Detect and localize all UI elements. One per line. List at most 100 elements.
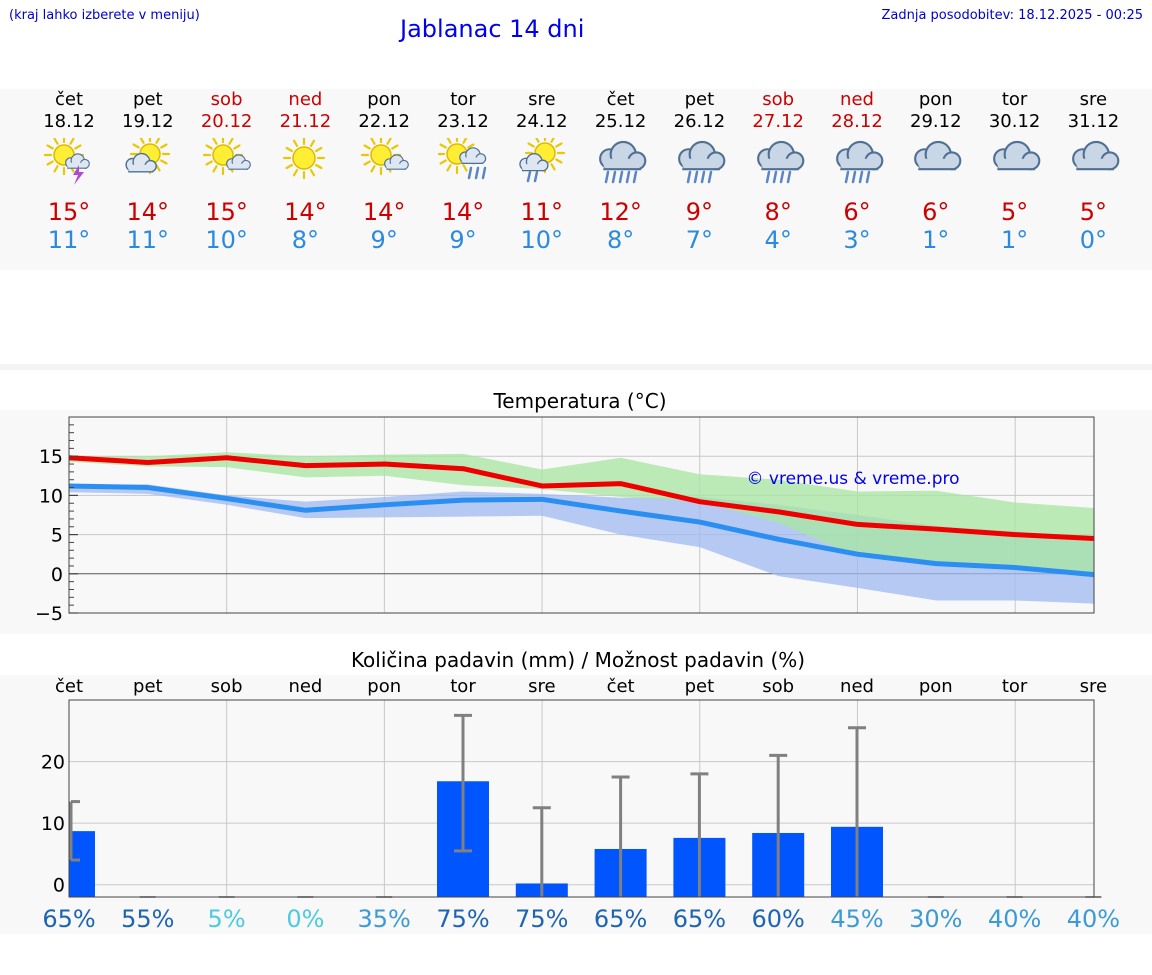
day-column: sre 31.12 5° 0° bbox=[1054, 89, 1133, 270]
min-temperature: 8° bbox=[291, 226, 320, 254]
x-day-label: tor bbox=[1002, 676, 1028, 697]
max-temperature: 14° bbox=[441, 198, 485, 226]
day-date: 19.12 bbox=[122, 111, 174, 132]
location-hint: (kraj lahko izberete v meniju) bbox=[9, 8, 200, 23]
error-bar bbox=[690, 772, 709, 897]
min-temperature: 11° bbox=[47, 226, 91, 254]
rain-icon bbox=[604, 170, 638, 184]
last-updated: Zadnja posodobitev: 18.12.2025 - 00:25 bbox=[881, 8, 1143, 23]
cloud-icon bbox=[599, 140, 647, 171]
divider bbox=[0, 364, 1152, 370]
max-temperature: 9° bbox=[685, 198, 714, 226]
day-column: čet 25.12 12° 8° bbox=[581, 89, 660, 270]
precip-probability: 40% bbox=[988, 905, 1041, 933]
min-temperature-line bbox=[68, 483, 1095, 578]
max-temperature: 14° bbox=[284, 198, 327, 226]
max-temperature: 6° bbox=[843, 198, 871, 226]
day-date: 21.12 bbox=[279, 111, 332, 132]
day-date: 18.12 bbox=[43, 111, 95, 132]
x-day-label: pon bbox=[919, 676, 953, 697]
error-bar bbox=[611, 775, 630, 897]
day-name: sre bbox=[528, 89, 556, 110]
day-name: pet bbox=[133, 89, 163, 110]
weather-icon bbox=[1071, 140, 1120, 171]
day-column: ned 28.12 6° 3° bbox=[818, 89, 897, 270]
precip-probability: 35% bbox=[358, 905, 411, 933]
precip-probability: 65% bbox=[42, 905, 95, 933]
weather-icon bbox=[360, 138, 409, 176]
min-temperature: 10° bbox=[205, 226, 248, 254]
day-date: 31.12 bbox=[1067, 111, 1120, 132]
day-date: 30.12 bbox=[988, 111, 1041, 132]
cloud-icon bbox=[1071, 140, 1120, 171]
precip-probability: 60% bbox=[752, 905, 805, 933]
cloud-rain-icon bbox=[756, 140, 805, 184]
chart-title: Temperatura (°C) bbox=[492, 389, 666, 413]
max-temperature: 11° bbox=[520, 198, 564, 226]
cloud-icon bbox=[835, 140, 883, 171]
max-temperature: 5° bbox=[1000, 198, 1029, 226]
sun-cloud-rain-icon bbox=[437, 138, 486, 180]
weather-icon bbox=[437, 138, 486, 180]
rain-icon bbox=[844, 170, 870, 184]
day-date: 29.12 bbox=[910, 111, 962, 132]
day-column: pet 19.12 14° 11° bbox=[108, 89, 187, 270]
day-name: čet bbox=[606, 89, 635, 110]
cloud-heavy-rain-icon bbox=[599, 140, 647, 184]
lightning-icon bbox=[72, 165, 84, 185]
y-tick-label: 10 bbox=[41, 813, 65, 835]
cloud-icon bbox=[64, 153, 90, 169]
day-column: tor 30.12 5° 1° bbox=[975, 89, 1054, 270]
precip-probability: 30% bbox=[909, 905, 962, 933]
cloud-icon bbox=[458, 147, 486, 165]
x-day-label: sob bbox=[211, 676, 243, 697]
error-bar bbox=[454, 713, 472, 853]
forecast-strip: čet 18.12 15° 11° pet 19.12 14° 11° sob 20.12 15° 1… bbox=[0, 89, 1152, 270]
y-tick-label: 10 bbox=[39, 485, 63, 507]
max-temperature: 12° bbox=[599, 198, 642, 226]
rain-icon bbox=[686, 170, 713, 184]
day-date: 22.12 bbox=[358, 111, 410, 132]
cloud-icon bbox=[993, 140, 1041, 171]
precip-probability: 55% bbox=[121, 905, 174, 933]
cloud-icon bbox=[756, 140, 805, 171]
max-temperature: 14° bbox=[362, 198, 406, 226]
precip-probability: 5% bbox=[208, 905, 246, 933]
day-column: čet 18.12 15° 11° bbox=[30, 89, 109, 270]
y-tick-label: 20 bbox=[41, 752, 65, 774]
cloud-icon bbox=[1071, 140, 1120, 171]
error-bar bbox=[532, 806, 551, 897]
max-temperature: 15° bbox=[205, 198, 248, 226]
min-temperature: 7° bbox=[685, 226, 714, 254]
sun-icon bbox=[282, 138, 325, 180]
sun-icon bbox=[202, 138, 244, 176]
x-day-label: ned bbox=[840, 676, 874, 697]
precip-probability: 75% bbox=[436, 905, 489, 933]
cloud-icon bbox=[993, 140, 1041, 171]
min-temperature: 1° bbox=[1000, 226, 1029, 254]
day-date: 24.12 bbox=[516, 111, 568, 132]
weather-icon bbox=[519, 138, 566, 183]
day-name: tor bbox=[1001, 89, 1028, 110]
cloud-icon bbox=[914, 140, 962, 171]
weather-icon bbox=[282, 138, 325, 180]
day-name: sob bbox=[762, 89, 795, 110]
sun-icon bbox=[282, 138, 325, 180]
x-day-label: pet bbox=[685, 676, 715, 697]
max-temperature: 6° bbox=[922, 198, 950, 226]
x-day-label: sre bbox=[1080, 676, 1107, 697]
day-date: 28.12 bbox=[831, 111, 883, 132]
cloud-icon bbox=[125, 152, 158, 173]
rain-icon bbox=[765, 170, 791, 184]
max-temperature-band bbox=[69, 452, 1094, 573]
sun-cloud-icon bbox=[125, 138, 171, 175]
x-day-label: tor bbox=[450, 676, 476, 697]
cloud-icon bbox=[914, 140, 962, 171]
day-column: sob 20.12 15° 10° bbox=[187, 89, 266, 270]
x-day-label: sob bbox=[762, 676, 794, 697]
max-temperature: 14° bbox=[126, 198, 170, 226]
day-name: pet bbox=[684, 89, 715, 110]
min-temperature: 9° bbox=[370, 226, 398, 254]
day-name: ned bbox=[288, 89, 323, 110]
day-name: čet bbox=[54, 89, 84, 110]
